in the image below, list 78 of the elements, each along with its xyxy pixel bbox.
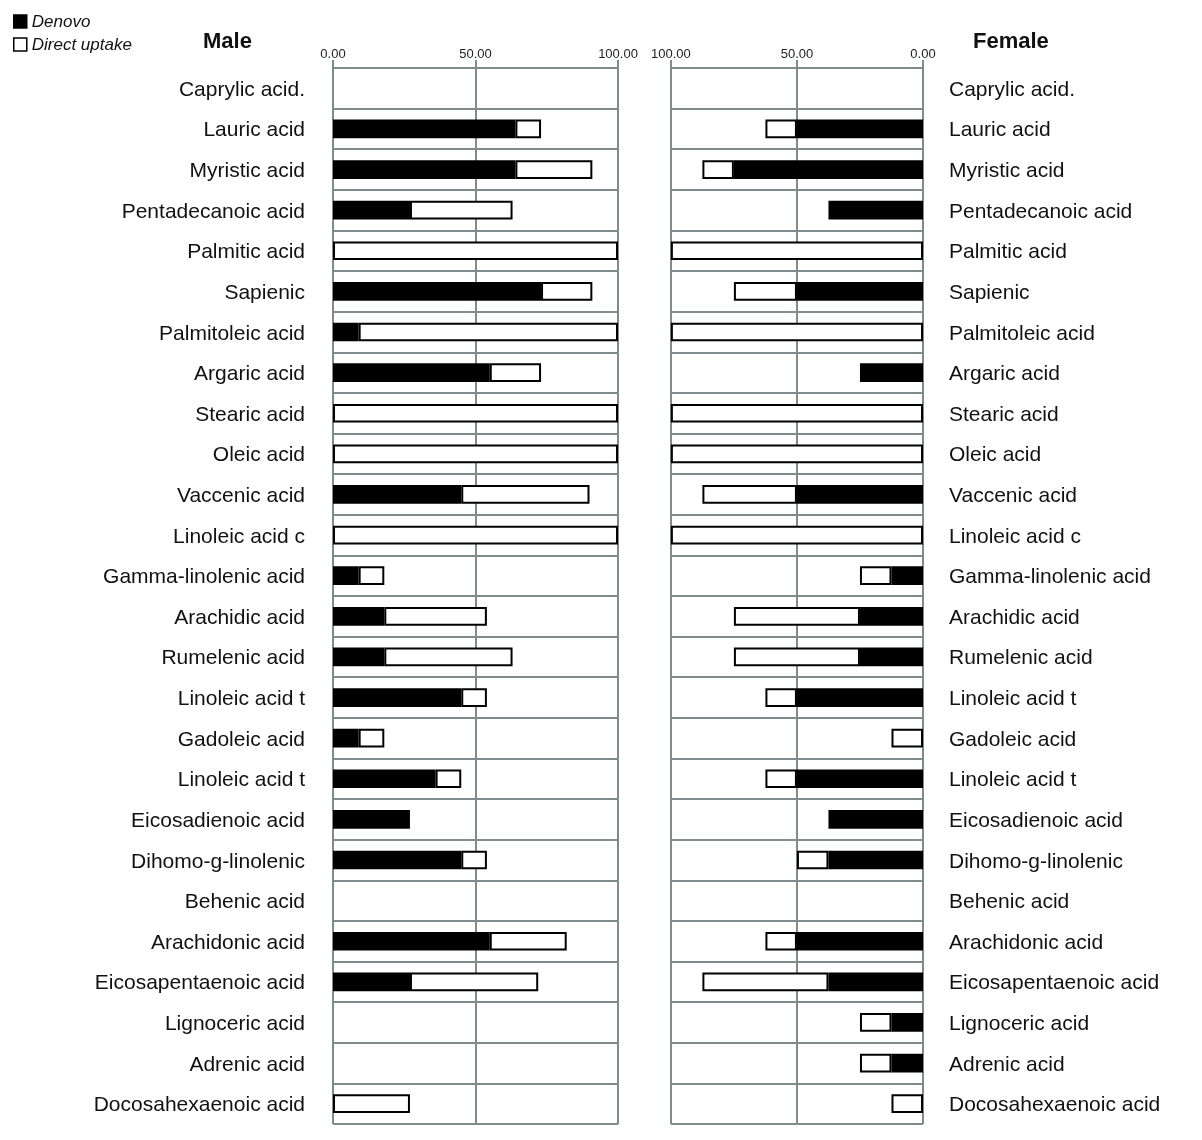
bar (333, 1094, 410, 1114)
y-tick-label: Linoleic acid t (949, 767, 1077, 791)
legend-label: Direct uptake (31, 35, 132, 54)
y-tick-label: Dihomo-g-linolenic (131, 848, 305, 872)
bar (333, 403, 618, 423)
x-tick-label: 50.00 (780, 46, 814, 61)
x-tick-label: 50.00 (459, 46, 492, 61)
y-tick-label: Argaric acid (949, 361, 1060, 385)
y-tick-label: Docosahexaenoic acid (949, 1092, 1161, 1116)
bar (333, 525, 618, 545)
y-tick-label: Pentadecanoic acid (949, 198, 1133, 222)
y-tick-label: Arachidic acid (949, 604, 1080, 628)
y-tick-label: Oleic acid (212, 442, 305, 466)
x-tick-label: 100.00 (651, 46, 691, 61)
bar (891, 1094, 923, 1114)
y-tick-label: Gamma-linolenic acid (103, 564, 305, 588)
text: Female (973, 27, 1049, 53)
y-tick-label: Docosahexaenoic acid (93, 1092, 305, 1116)
bar (333, 241, 618, 261)
bar (333, 810, 410, 829)
y-tick-label: Linoleic acid t (177, 767, 306, 791)
bar (891, 728, 923, 748)
y-tick-label: Dihomo-g-linolenic (949, 848, 1123, 872)
y-tick-label: Eicosapentaenoic acid (949, 970, 1160, 994)
y-tick-label: Palmitoleic acid (159, 320, 305, 344)
y-tick-label: Sapienic (224, 279, 305, 303)
y-tick-label: Linoleic acid t (177, 686, 306, 710)
bar (333, 444, 618, 464)
y-tick-label: Gamma-linolenic acid (949, 564, 1151, 588)
bar (670, 525, 923, 545)
y-tick-label: Arachidic acid (174, 604, 305, 628)
y-tick-label: Lignoceric acid (164, 1010, 305, 1034)
bar (828, 810, 923, 829)
y-tick-label: Behenic acid (184, 889, 305, 913)
y-tick-label: Lauric acid (949, 117, 1051, 141)
y-tick-label: Palmitoleic acid (949, 320, 1095, 344)
y-tick-label: Lauric acid (203, 117, 305, 141)
y-tick-label: Palmitic acid (949, 239, 1067, 263)
y-tick-label: Gadoleic acid (949, 726, 1077, 750)
y-tick-label: Linoleic acid t (949, 686, 1077, 710)
y-tick-label: Vaccenic acid (176, 482, 305, 506)
y-tick-label: Palmitic acid (187, 239, 305, 263)
y-tick-label: Rumelenic acid (161, 645, 305, 669)
bar (670, 444, 923, 464)
x-tick-label: 100.00 (598, 46, 638, 61)
bar (859, 363, 923, 382)
y-tick-label: Lignoceric acid (949, 1010, 1090, 1034)
y-tick-label: Vaccenic acid (949, 482, 1078, 506)
bar (670, 322, 923, 342)
y-tick-label: Argaric acid (194, 361, 305, 385)
y-tick-label: Rumelenic acid (949, 645, 1093, 669)
y-tick-label: Oleic acid (949, 442, 1042, 466)
x-tick-label: 0.00 (910, 46, 936, 61)
chart-title: Male (203, 27, 252, 53)
y-tick-label: Pentadecanoic acid (121, 198, 305, 222)
y-tick-label: Caprylic acid. (178, 76, 305, 100)
y-tick-label: Behenic acid (949, 889, 1070, 913)
y-tick-label: Adrenic acid (949, 1051, 1065, 1075)
y-tick-label: Arachidonic acid (949, 929, 1104, 953)
y-tick-label: Gadoleic acid (177, 726, 305, 750)
bar (670, 241, 923, 261)
x-tick-label: 0.00 (320, 46, 346, 61)
y-tick-label: Arachidonic acid (150, 929, 305, 953)
legend-label: Denovo (31, 12, 91, 31)
y-tick-label: Stearic acid (195, 401, 305, 425)
bar (828, 200, 923, 220)
y-tick-label: Linoleic acid c (173, 523, 305, 547)
y-tick-label: Stearic acid (949, 401, 1059, 425)
y-tick-label: Myristic acid (949, 158, 1065, 182)
bar (670, 403, 923, 423)
y-tick-label: Eicosadienoic acid (949, 807, 1123, 831)
y-tick-label: Sapienic (949, 279, 1030, 303)
y-tick-label: Eicosapentaenoic acid (94, 970, 305, 994)
y-tick-label: Myristic acid (189, 158, 305, 182)
y-tick-label: Adrenic acid (189, 1051, 305, 1075)
y-tick-label: Linoleic acid c (949, 523, 1081, 547)
y-tick-label: Eicosadienoic acid (131, 807, 305, 831)
y-tick-label: Caprylic acid. (949, 76, 1076, 100)
